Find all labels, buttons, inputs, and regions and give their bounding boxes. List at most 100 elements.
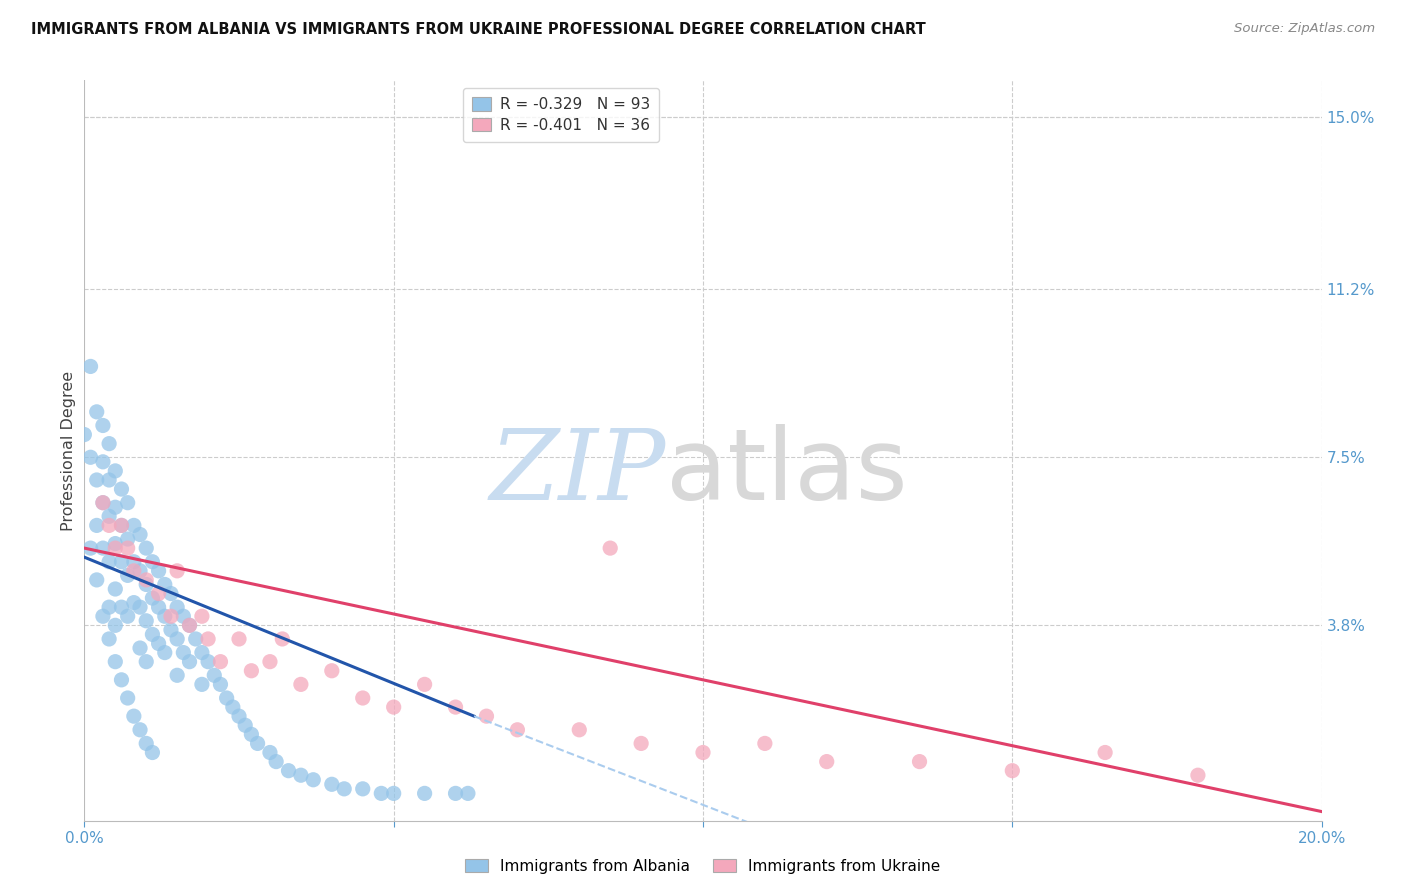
Point bbox=[110, 482, 132, 496]
Point bbox=[148, 600, 170, 615]
Point bbox=[91, 455, 114, 469]
Point bbox=[215, 691, 238, 706]
Point bbox=[104, 464, 127, 478]
Point bbox=[129, 527, 152, 541]
Point bbox=[352, 781, 374, 796]
Point bbox=[228, 632, 250, 646]
Point bbox=[98, 555, 121, 569]
Point bbox=[352, 691, 374, 706]
Point bbox=[110, 518, 132, 533]
Point bbox=[98, 436, 121, 450]
Point bbox=[321, 777, 343, 791]
Point bbox=[129, 600, 152, 615]
Point bbox=[129, 641, 152, 656]
Point bbox=[73, 427, 96, 442]
Point bbox=[117, 609, 139, 624]
Point bbox=[86, 518, 108, 533]
Point bbox=[333, 781, 356, 796]
Point bbox=[160, 586, 183, 600]
Point bbox=[104, 618, 127, 632]
Point bbox=[321, 664, 343, 678]
Point bbox=[110, 518, 132, 533]
Point bbox=[104, 536, 127, 550]
Point bbox=[117, 541, 139, 555]
Point bbox=[122, 596, 145, 610]
Point bbox=[91, 541, 114, 555]
Point bbox=[98, 600, 121, 615]
Point bbox=[79, 359, 101, 374]
Point bbox=[191, 646, 214, 660]
Point bbox=[135, 614, 157, 628]
Point bbox=[179, 618, 201, 632]
Point bbox=[117, 691, 139, 706]
Point bbox=[122, 709, 145, 723]
Point bbox=[98, 632, 121, 646]
Point bbox=[259, 655, 281, 669]
Point bbox=[104, 541, 127, 555]
Point bbox=[153, 577, 176, 591]
Y-axis label: Professional Degree: Professional Degree bbox=[60, 370, 76, 531]
Point bbox=[141, 591, 163, 605]
Point bbox=[228, 709, 250, 723]
Legend: R = -0.329   N = 93, R = -0.401   N = 36: R = -0.329 N = 93, R = -0.401 N = 36 bbox=[463, 88, 659, 142]
Point bbox=[290, 768, 312, 782]
Point bbox=[98, 518, 121, 533]
Point bbox=[630, 736, 652, 750]
Point bbox=[599, 541, 621, 555]
Point bbox=[457, 786, 479, 800]
Point bbox=[246, 736, 269, 750]
Point bbox=[277, 764, 299, 778]
Point bbox=[91, 609, 114, 624]
Point bbox=[209, 655, 232, 669]
Point bbox=[104, 500, 127, 515]
Point bbox=[117, 496, 139, 510]
Point bbox=[110, 600, 132, 615]
Point bbox=[141, 555, 163, 569]
Point bbox=[197, 655, 219, 669]
Point bbox=[117, 568, 139, 582]
Point bbox=[86, 473, 108, 487]
Point bbox=[264, 755, 287, 769]
Point bbox=[166, 668, 188, 682]
Point bbox=[754, 736, 776, 750]
Point bbox=[122, 555, 145, 569]
Point bbox=[370, 786, 392, 800]
Point bbox=[104, 655, 127, 669]
Point bbox=[382, 700, 405, 714]
Point bbox=[91, 496, 114, 510]
Point bbox=[172, 609, 194, 624]
Text: ZIP: ZIP bbox=[489, 425, 666, 520]
Point bbox=[110, 555, 132, 569]
Legend: Immigrants from Albania, Immigrants from Ukraine: Immigrants from Albania, Immigrants from… bbox=[460, 853, 946, 880]
Point bbox=[104, 582, 127, 596]
Text: Source: ZipAtlas.com: Source: ZipAtlas.com bbox=[1234, 22, 1375, 36]
Point bbox=[302, 772, 325, 787]
Point bbox=[141, 627, 163, 641]
Point bbox=[240, 664, 263, 678]
Point bbox=[191, 609, 214, 624]
Point bbox=[148, 636, 170, 650]
Point bbox=[166, 632, 188, 646]
Point bbox=[184, 632, 207, 646]
Point bbox=[1187, 768, 1209, 782]
Point bbox=[110, 673, 132, 687]
Point bbox=[135, 541, 157, 555]
Point bbox=[1094, 746, 1116, 760]
Point bbox=[172, 646, 194, 660]
Point bbox=[79, 541, 101, 555]
Point bbox=[413, 786, 436, 800]
Point bbox=[166, 600, 188, 615]
Point bbox=[475, 709, 498, 723]
Point bbox=[98, 509, 121, 524]
Point bbox=[191, 677, 214, 691]
Point bbox=[86, 573, 108, 587]
Point bbox=[233, 718, 256, 732]
Point bbox=[692, 746, 714, 760]
Point bbox=[122, 564, 145, 578]
Text: atlas: atlas bbox=[666, 425, 907, 521]
Point bbox=[98, 473, 121, 487]
Point bbox=[382, 786, 405, 800]
Point bbox=[135, 577, 157, 591]
Point bbox=[240, 727, 263, 741]
Point bbox=[444, 786, 467, 800]
